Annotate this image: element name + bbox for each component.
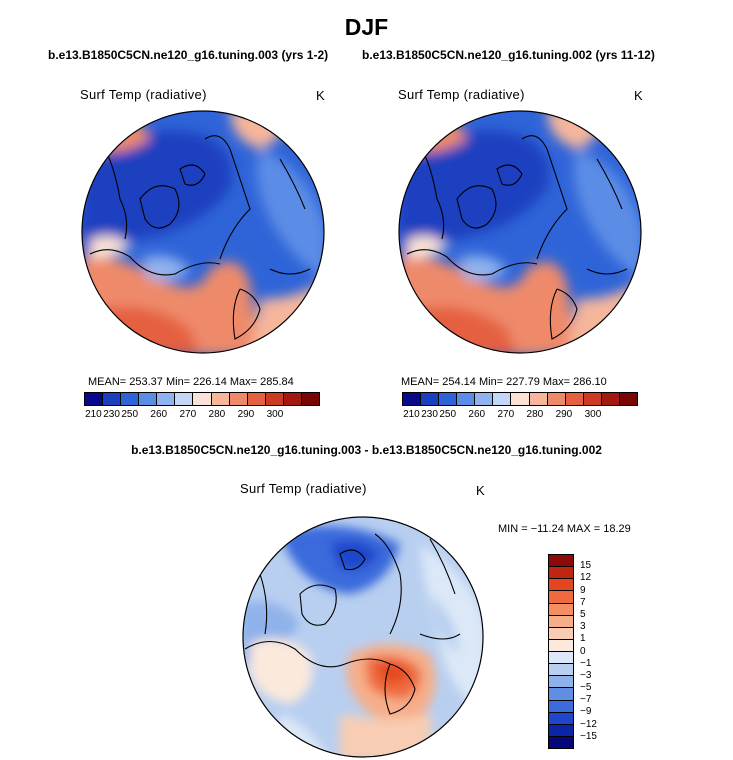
colorbar-swatch (549, 567, 573, 580)
colorbar-tick-label: 280 (526, 409, 544, 420)
colorbar-tick-label: 210 (85, 409, 102, 420)
diff-min-max: MIN = −11.24 MAX = 18.29 (498, 523, 631, 535)
colorbar-tick-label: 230 (103, 409, 120, 420)
colorbar-tick-label: 300 (266, 409, 284, 420)
colorbar-swatch (549, 579, 573, 592)
colorbar-tick-label: 15 (580, 560, 592, 572)
colorbar-swatch (549, 627, 573, 640)
colorbar-swatch (549, 664, 573, 677)
colorbar-swatch (247, 393, 266, 405)
colorbar-swatch (103, 393, 122, 405)
colorbar-tick-label: 290 (237, 409, 255, 420)
colorbar-tick-label: 300 (584, 409, 602, 420)
left-stats: MEAN= 253.37 Min= 226.14 Max= 285.84 (88, 376, 294, 388)
colorbar-tick-label: −7 (580, 694, 592, 706)
colorbar-swatch (301, 393, 320, 405)
colorbar-swatch (85, 393, 104, 405)
case-label-right: b.e13.B1850C5CN.ne120_g16.tuning.002 (yr… (362, 48, 655, 62)
colorbar-swatch (549, 652, 573, 665)
right-colorbar-labels: 210 230 250 260 270 280 290 300 (402, 409, 638, 423)
colorbar-swatch (549, 736, 573, 748)
right-colorbar (402, 392, 638, 406)
colorbar-tick-label: 0 (580, 645, 586, 657)
diff-units-label: K (476, 483, 485, 498)
colorbar-swatch (583, 393, 602, 405)
page-title: DJF (344, 14, 389, 40)
colorbar-swatch (549, 615, 573, 628)
colorbar-swatch (283, 393, 302, 405)
colorbar-tick-label: −5 (580, 682, 592, 694)
colorbar-tick-label: 7 (580, 596, 586, 608)
colorbar-swatch (549, 591, 573, 604)
colorbar-tick-label: −15 (580, 730, 597, 742)
colorbar-swatch (601, 393, 620, 405)
diff-case-label: b.e13.B1850C5CN.ne120_g16.tuning.003 - b… (131, 443, 602, 457)
colorbar-tick-label: 5 (580, 608, 586, 620)
colorbar-swatch (421, 393, 440, 405)
case-label-left: b.e13.B1850C5CN.ne120_g16.tuning.003 (yr… (48, 48, 329, 62)
colorbar-swatch (229, 393, 248, 405)
colorbar-swatch (439, 393, 458, 405)
colorbar-swatch (493, 393, 512, 405)
right-units-label: K (634, 88, 643, 103)
colorbar-swatch (549, 639, 573, 652)
left-colorbar (84, 392, 320, 406)
colorbar-tick-label: 230 (421, 409, 438, 420)
diff-variable-label: Surf Temp (radiative) (240, 481, 367, 496)
left-colorbar-labels: 210 230 250 260 270 280 290 300 (84, 409, 320, 423)
colorbar-swatch (549, 712, 573, 725)
colorbar-tick-label: 260 (150, 409, 168, 420)
colorbar-tick-label: −12 (580, 718, 597, 730)
left-variable-label: Surf Temp (radiative) (80, 87, 207, 102)
colorbar-swatch (403, 393, 422, 405)
colorbar-swatch (619, 393, 638, 405)
colorbar-swatch (157, 393, 176, 405)
colorbar-tick-label: 9 (580, 584, 586, 596)
left-units-label: K (316, 88, 325, 103)
colorbar-tick-label: −3 (580, 669, 592, 681)
colorbar-tick-label: −9 (580, 706, 592, 718)
colorbar-swatch (211, 393, 230, 405)
colorbar-swatch (193, 393, 212, 405)
right-polar-map (398, 110, 642, 354)
colorbar-swatch (175, 393, 194, 405)
colorbar-tick-label: 250 (121, 409, 139, 420)
colorbar-swatch (121, 393, 140, 405)
colorbar-tick-label: 270 (179, 409, 197, 420)
colorbar-swatch (549, 688, 573, 701)
colorbar-tick-label: 3 (580, 621, 586, 633)
colorbar-tick-label: 260 (468, 409, 486, 420)
colorbar-swatch (529, 393, 548, 405)
left-polar-map (81, 110, 325, 354)
colorbar-tick-label: 280 (208, 409, 226, 420)
colorbar-tick-label: 210 (403, 409, 420, 420)
colorbar-tick-label: −1 (580, 657, 592, 669)
colorbar-swatch (265, 393, 284, 405)
colorbar-swatch (475, 393, 494, 405)
right-stats: MEAN= 254.14 Min= 227.79 Max= 286.10 (401, 376, 607, 388)
diff-polar-map (242, 516, 484, 758)
colorbar-tick-label: 290 (555, 409, 573, 420)
colorbar-swatch (549, 603, 573, 616)
colorbar-tick-label: 12 (580, 572, 592, 584)
colorbar-swatch (139, 393, 158, 405)
diff-colorbar (548, 554, 574, 749)
colorbar-swatch (547, 393, 566, 405)
colorbar-swatch (511, 393, 530, 405)
colorbar-swatch (549, 676, 573, 689)
colorbar-swatch (457, 393, 476, 405)
colorbar-tick-label: 1 (580, 633, 586, 645)
right-variable-label: Surf Temp (radiative) (398, 87, 525, 102)
colorbar-swatch (565, 393, 584, 405)
colorbar-swatch (549, 555, 573, 568)
colorbar-swatch (549, 700, 573, 713)
colorbar-tick-label: 270 (497, 409, 515, 420)
diff-colorbar-labels: 15 12 9 7 5 3 1 0 −1 −3 −5 −7 −9 −12 −15 (580, 554, 620, 749)
colorbar-swatch (549, 724, 573, 737)
colorbar-tick-label: 250 (439, 409, 457, 420)
